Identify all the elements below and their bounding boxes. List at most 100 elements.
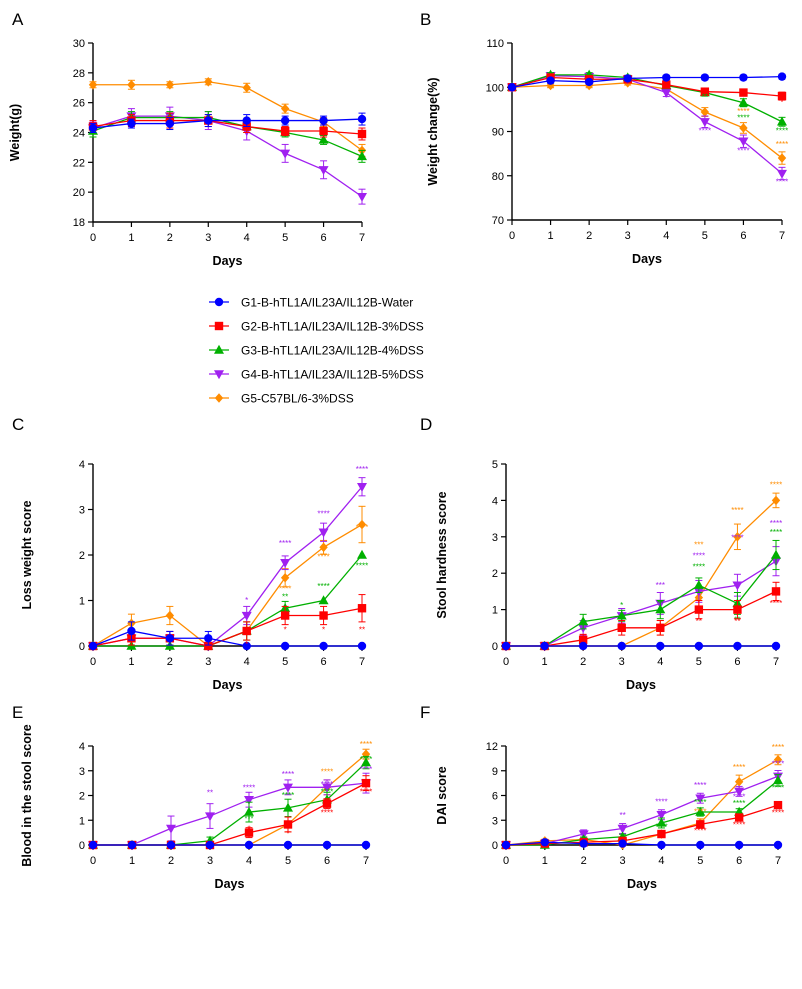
series-line [93,782,367,846]
data-point [777,116,787,126]
data-point [357,549,367,559]
significance-label: **** [694,807,706,816]
y-tick-label: 4 [492,495,498,507]
y-tick-label: 1 [79,815,85,827]
significance-label: **** [694,798,706,807]
legend-label: G4-B-hTL1A/IL23A/IL12B-5%DSS [241,368,424,382]
significance-label: ** [657,599,663,608]
data-point [280,611,290,620]
significance-label: * [284,625,287,634]
data-point [319,542,328,553]
data-point [357,641,367,651]
y-tick-label: 1 [79,596,85,608]
data-point [695,794,706,804]
data-point [700,107,710,117]
data-point [657,840,666,850]
x-tick-label: 6 [321,232,327,244]
significance-label: * [322,625,325,634]
y-axis-title: Weight(g) [8,104,22,161]
significance-label: **** [356,523,368,532]
y-tick-label: 110 [486,38,504,50]
data-point [734,776,744,787]
series-1 [88,840,371,850]
data-point [738,97,749,107]
data-point [322,799,332,808]
significance-label: ** [702,93,708,102]
data-point [501,840,511,850]
significance-label: **** [772,743,784,752]
data-point [88,840,98,850]
significance-label: * [247,824,250,833]
data-point [318,595,329,605]
series-line [506,554,777,647]
series-line [506,560,777,647]
x-tick-label: 3 [205,232,211,244]
x-tick-label: 4 [657,656,663,668]
y-tick-label: 3 [79,766,85,778]
data-point [773,840,783,850]
x-tick-label: 4 [244,232,250,244]
significance-label: **** [655,798,667,807]
series-line [505,841,778,846]
significance-label: *** [244,814,253,823]
data-point [242,641,251,651]
data-point [205,812,215,822]
significance-label: * [245,640,248,649]
x-tick-label: 2 [581,855,587,867]
series-line [92,119,363,135]
series-line [92,630,362,647]
data-point [773,775,783,785]
significance-label: *** [694,541,703,550]
data-point [241,611,252,621]
significance-label: **** [737,113,749,122]
panel-letter: C [12,415,24,434]
y-tick-label: 5 [492,459,498,471]
data-point [244,840,254,850]
data-point [361,778,371,788]
x-tick-label: 3 [625,230,631,242]
y-tick-label: 0 [492,840,498,852]
data-point [361,757,371,767]
data-point [318,528,329,538]
legend-marker [214,344,224,354]
y-tick-label: 9 [492,766,498,778]
data-point [739,88,748,97]
data-point [540,641,549,651]
y-axis-title: Stool hardness score [435,491,449,618]
x-tick-label: 7 [775,855,781,867]
data-point [771,641,781,651]
series-line [506,590,777,647]
x-tick-label: 7 [779,230,785,242]
x-tick-label: 6 [734,656,740,668]
panel-D: D 0 1 2 3 4 5 0 1 2 3 4 5 6 7 Days Stool hardness score *… [420,415,782,692]
significance-label: **** [243,784,255,793]
data-point [777,169,787,179]
data-point [661,88,672,98]
significance-label: **** [321,808,333,817]
significance-label: **** [731,533,743,542]
y-axis-title: Blood in the stool score [20,724,34,866]
series-line [92,607,363,647]
significance-label: **** [694,781,706,790]
significance-label: **** [360,765,372,774]
significance-label: **** [279,584,291,593]
data-point [244,828,254,837]
x-tick-label: 0 [90,855,96,867]
panel-letter: D [420,415,432,434]
data-point [578,616,589,626]
data-point [695,806,706,816]
legend: G1-B-hTL1A/IL23A/IL12B-Water G2-B-hTL1A/I… [209,296,424,406]
x-tick-label: 0 [503,656,509,668]
significance-label: **** [733,793,745,802]
legend-item: G2-B-hTL1A/IL23A/IL12B-3%DSS [209,320,424,334]
data-point [738,137,749,147]
data-point [165,119,175,128]
data-point [280,149,291,159]
data-point [357,604,367,613]
significance-label: **** [321,787,333,796]
x-tick-label: 7 [773,656,779,668]
significance-label: **** [321,780,333,789]
data-point [694,641,704,651]
